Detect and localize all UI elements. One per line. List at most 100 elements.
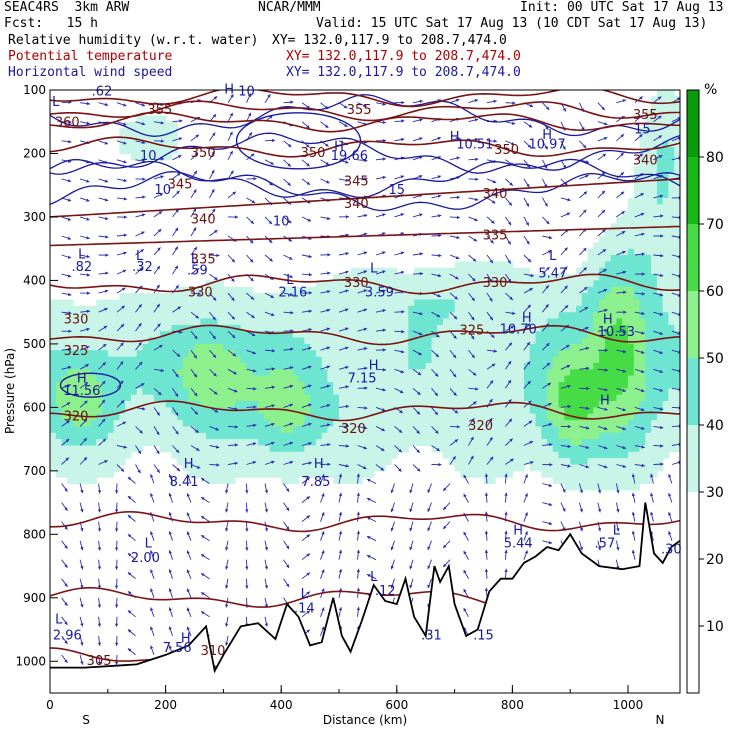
- rh-cell: [512, 293, 519, 300]
- rh-cell: [529, 280, 537, 288]
- rh-cell: [339, 458, 346, 465]
- rh-cell: [477, 318, 485, 326]
- rh-cell: [610, 369, 617, 377]
- rh-cell: [310, 394, 317, 402]
- rh-cell: [443, 375, 450, 383]
- wind-vector-head: [363, 446, 367, 450]
- wind-vector-head: [80, 623, 84, 627]
- rh-cell: [512, 439, 519, 446]
- rh-cell: [350, 299, 357, 307]
- rh-cell: [229, 382, 236, 389]
- rh-cell: [263, 407, 271, 415]
- wind-vector-head: [264, 490, 269, 494]
- rh-cell: [552, 451, 560, 459]
- rh-cell: [385, 426, 392, 434]
- rh-cell: [159, 293, 167, 300]
- rh-cell: [454, 299, 461, 307]
- rh-cell: [275, 432, 282, 440]
- rh-cell: [460, 445, 467, 453]
- wind-vector-head: [97, 661, 102, 665]
- rh-cell: [182, 331, 190, 339]
- rh-cell: [113, 312, 120, 320]
- rh-cell: [477, 382, 485, 389]
- wind-vector-head: [120, 324, 124, 328]
- rh-cell: [622, 375, 629, 383]
- rh-cell: [310, 350, 317, 358]
- rh-cell: [315, 362, 323, 370]
- rh-cell: [581, 362, 589, 370]
- rh-cell: [315, 401, 323, 408]
- wind-vector-head: [64, 602, 68, 606]
- wind-vector-head: [271, 422, 275, 427]
- rh-cell: [518, 356, 525, 364]
- wind-vector-head: [201, 611, 205, 615]
- rh-cell: [541, 413, 548, 421]
- rh-cell: [142, 115, 149, 123]
- rh-cell: [593, 413, 600, 421]
- rh-cell: [67, 401, 74, 408]
- rh-cell: [379, 324, 386, 332]
- rh-cell: [558, 464, 565, 472]
- rh-cell: [177, 331, 184, 339]
- rh-cell: [333, 451, 340, 459]
- rh-cell: [448, 445, 456, 453]
- rh-cell: [547, 324, 554, 332]
- wind-vector-head: [321, 626, 325, 630]
- wind-vector-head: [380, 467, 384, 471]
- rh-cell: [408, 337, 415, 345]
- rh-cell: [240, 350, 248, 358]
- rh-cell: [148, 128, 155, 135]
- rh-cell: [223, 477, 230, 485]
- rh-cell: [599, 331, 606, 339]
- rh-cell: [610, 356, 617, 364]
- rh-cell: [489, 356, 496, 364]
- wind-vector-head: [168, 626, 172, 630]
- rh-cell: [402, 362, 409, 370]
- rh-cell: [633, 267, 641, 275]
- wind-vector-head: [105, 271, 109, 275]
- rh-cell: [200, 420, 207, 427]
- rh-cell: [217, 388, 224, 396]
- rh-cell: [466, 350, 473, 358]
- wind-vector-head: [271, 138, 275, 143]
- rh-cell: [396, 274, 404, 281]
- rh-cell: [182, 426, 190, 434]
- rh-cell: [321, 407, 329, 415]
- wind-vector-head: [401, 100, 405, 105]
- rh-cell: [327, 432, 334, 440]
- rh-cell: [171, 121, 178, 129]
- rh-cell: [558, 477, 565, 485]
- rh-cell: [564, 432, 571, 440]
- rh-cell: [90, 350, 97, 358]
- rh-cell: [622, 324, 629, 332]
- rh-cell: [610, 305, 617, 313]
- rh-cell: [448, 432, 456, 440]
- rh-cell: [119, 140, 126, 148]
- rh-cell: [344, 394, 352, 402]
- rh-cell: [587, 248, 594, 256]
- rh-cell: [512, 432, 519, 440]
- rh-cell: [73, 324, 80, 332]
- rh-cell: [518, 388, 525, 396]
- rh-cell: [616, 299, 623, 307]
- rh-cell: [339, 274, 346, 281]
- rh-cell: [78, 388, 86, 396]
- rh-cell: [570, 356, 577, 364]
- rh-cell: [362, 356, 369, 364]
- rh-cell: [333, 458, 340, 465]
- rh-cell: [454, 280, 461, 288]
- rh-cell: [662, 343, 670, 351]
- wind-vector-head: [287, 163, 291, 167]
- rh-cell: [159, 343, 167, 351]
- rh-cell: [379, 343, 386, 351]
- wind-vector-head: [195, 268, 200, 272]
- rh-cell: [315, 407, 323, 415]
- rh-cell: [211, 470, 219, 478]
- rh-cell: [61, 426, 68, 434]
- rh-cell: [419, 420, 427, 427]
- rh-cell: [674, 445, 680, 453]
- rh-cell: [570, 470, 577, 478]
- rh-cell: [304, 426, 311, 434]
- rh-cell: [125, 356, 132, 364]
- wind-vector-head: [252, 460, 257, 465]
